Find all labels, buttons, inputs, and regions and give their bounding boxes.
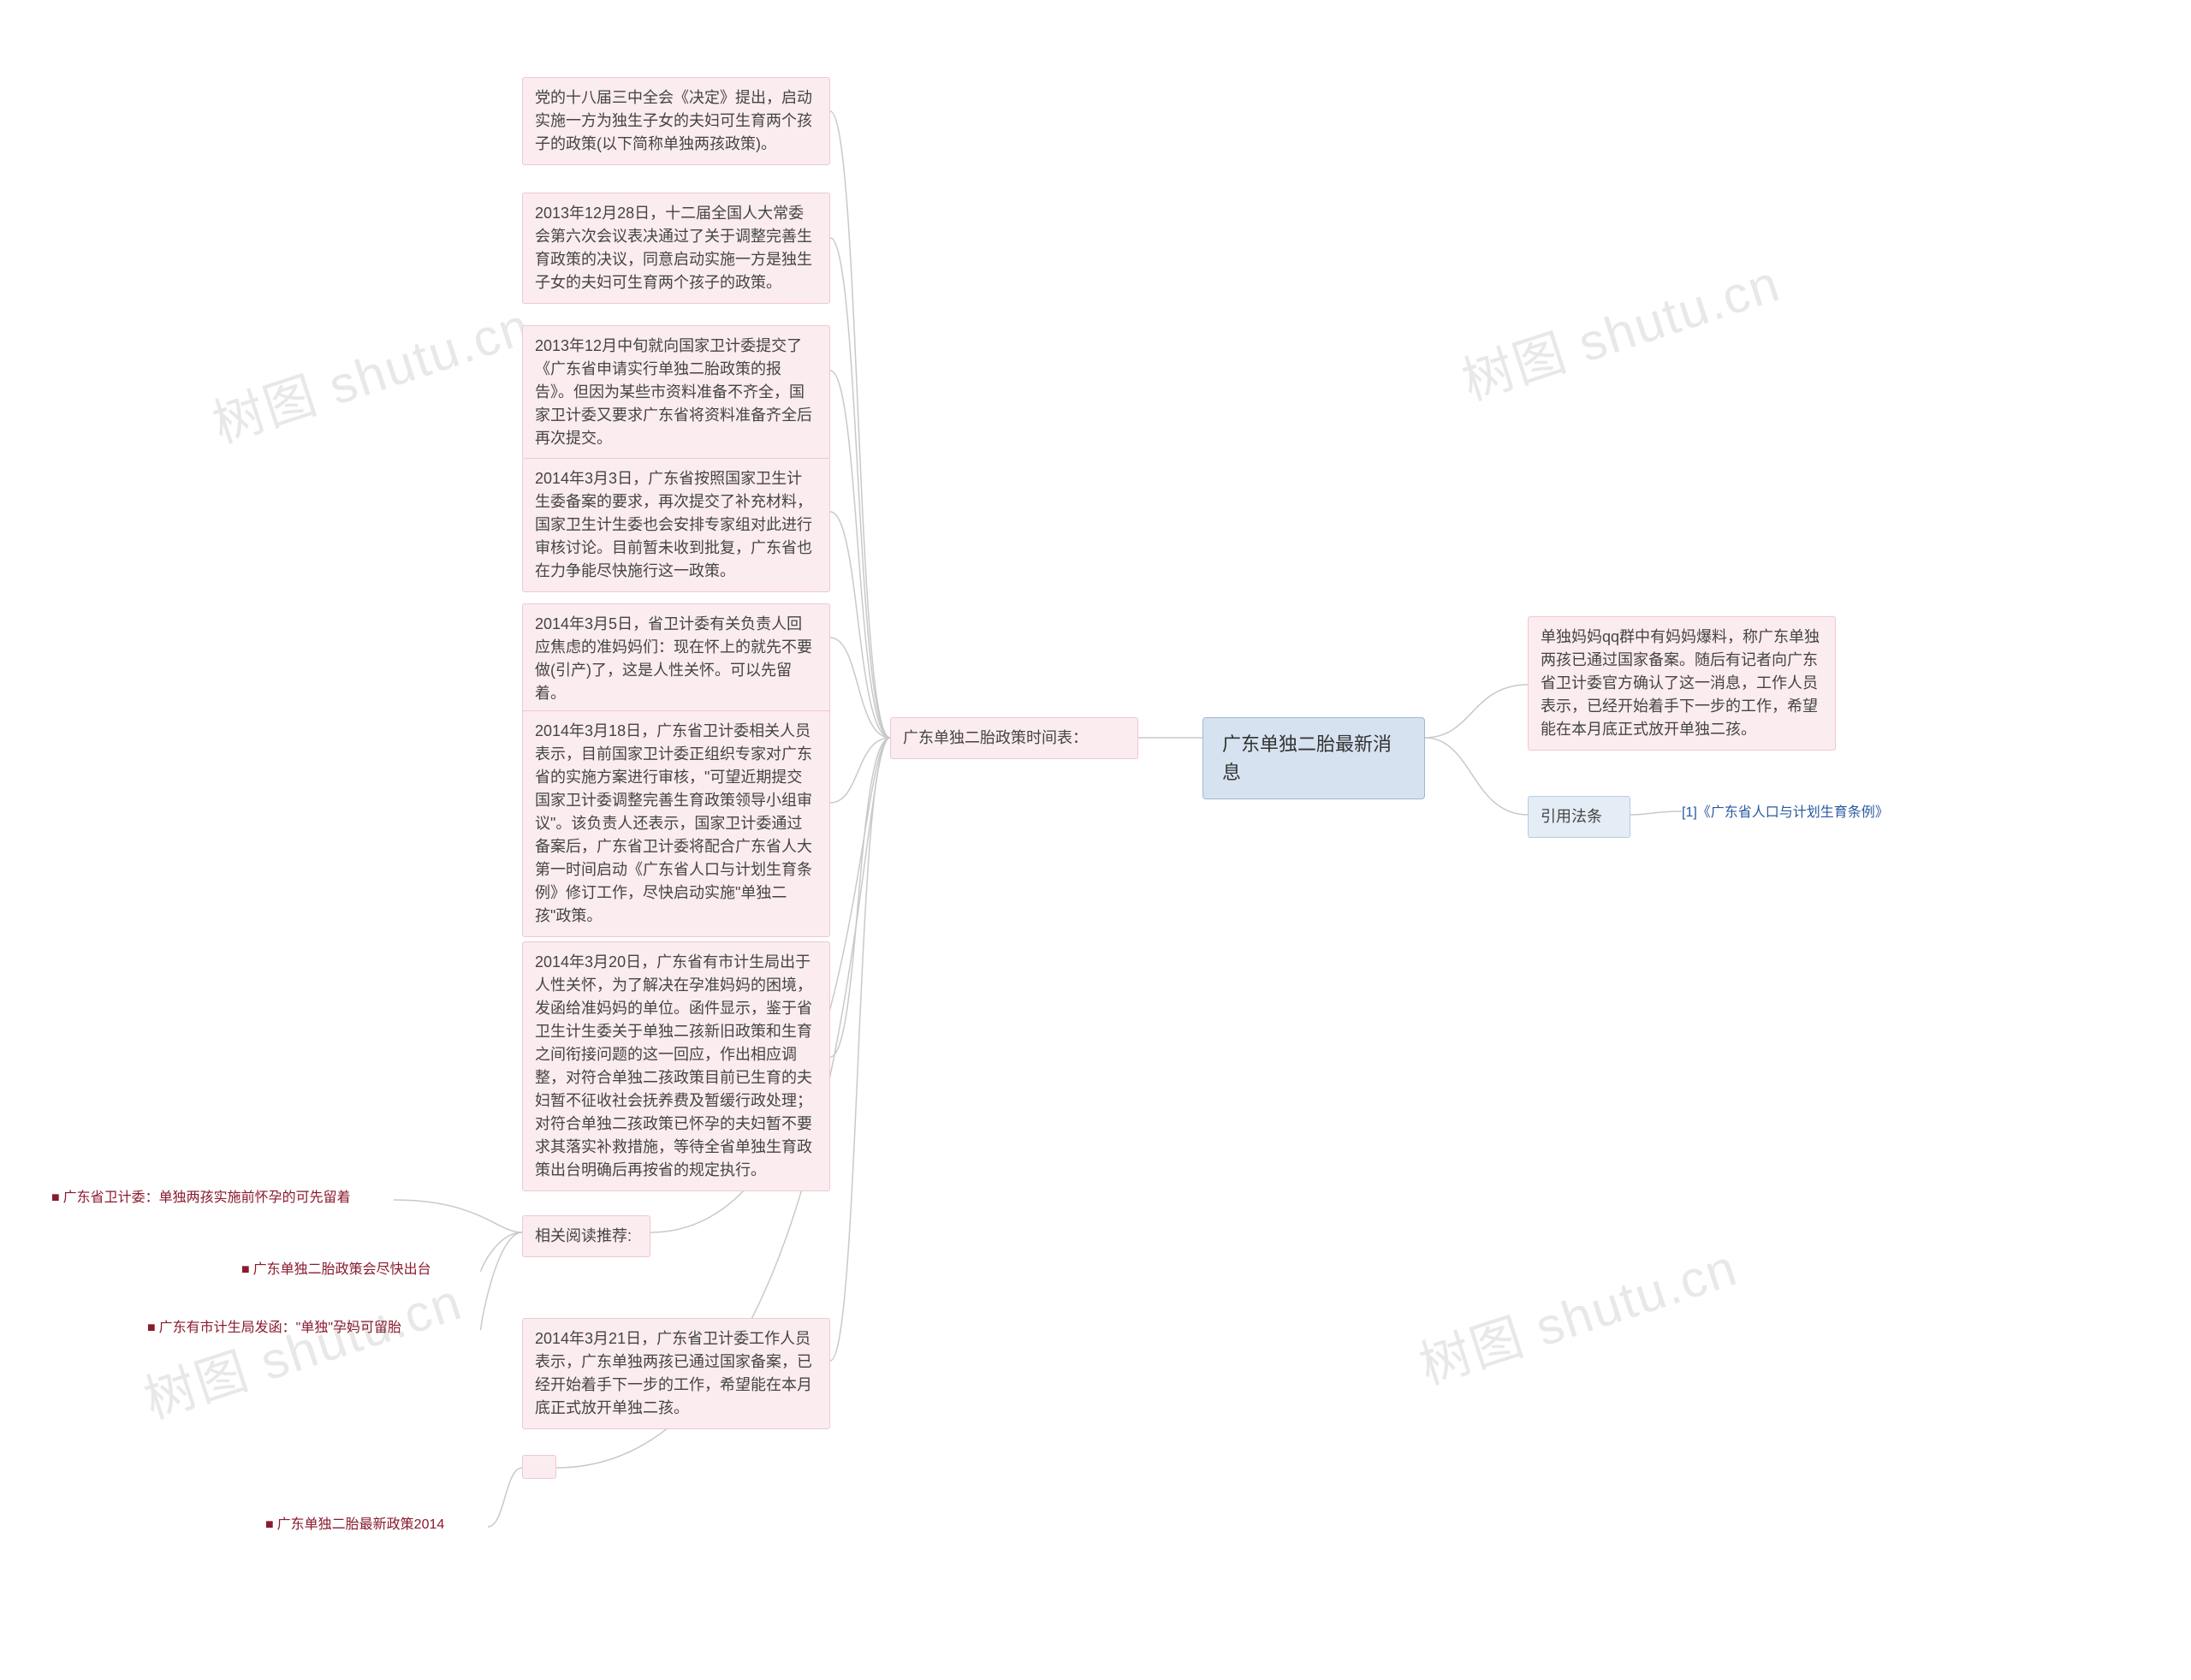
timeline-item[interactable]: 党的十八届三中全会《决定》提出，启动实施一方为独生子女的夫妇可生育两个孩子的政策… (522, 77, 830, 165)
bullet-icon: ■ (241, 1262, 250, 1277)
related-reading-node[interactable]: 相关阅读推荐: (522, 1215, 650, 1257)
timeline-item[interactable]: 2014年3月20日，广东省有市计生局出于人性关怀，为了解决在孕准妈妈的困境，发… (522, 941, 830, 1191)
timeline-empty-node[interactable] (522, 1455, 556, 1479)
timeline-item[interactable]: 2014年3月5日，省卫计委有关负责人回应焦虑的准妈妈们：现在怀上的就先不要做(… (522, 603, 830, 715)
timeline-item[interactable]: 2013年12月中旬就向国家卫计委提交了《广东省申请实行单独二胎政策的报告》。但… (522, 325, 830, 460)
timeline-item[interactable]: 2014年3月18日，广东省卫计委相关人员表示，目前国家卫计委正组织专家对广东省… (522, 710, 830, 937)
related-link[interactable]: ■广东有市计生局发函："单独"孕妈可留胎 (147, 1318, 481, 1339)
timeline-item[interactable]: 2014年3月21日，广东省卫计委工作人员表示，广东单独两孩已通过国家备案，已经… (522, 1318, 830, 1429)
timeline-heading-node[interactable]: 广东单独二胎政策时间表： (890, 717, 1138, 759)
connector-layer (0, 0, 2191, 1680)
citation-heading-node[interactable]: 引用法条 (1528, 796, 1630, 838)
bullet-icon: ■ (147, 1321, 156, 1335)
related-link[interactable]: ■广东单独二胎最新政策2014 (265, 1515, 488, 1535)
mindmap-root[interactable]: 广东单独二胎最新消息 (1202, 717, 1425, 799)
right-summary-node[interactable]: 单独妈妈qq群中有妈妈爆料，称广东单独两孩已通过国家备案。随后有记者向广东省卫计… (1528, 616, 1836, 751)
timeline-item[interactable]: 2014年3月3日，广东省按照国家卫生计生委备案的要求，再次提交了补充材料，国家… (522, 458, 830, 592)
watermark: 树图 shutu.cn (1409, 1226, 1746, 1399)
timeline-item[interactable]: 2013年12月28日，十二届全国人大常委会第六次会议表决通过了关于调整完善生育… (522, 193, 830, 304)
bullet-icon: ■ (51, 1190, 60, 1205)
related-link[interactable]: ■广东单独二胎政策会尽快出台 (241, 1260, 481, 1280)
citation-item[interactable]: [1]《广东省人口与计划生育条例》 (1682, 803, 1956, 823)
related-link[interactable]: ■广东省卫计委：单独两孩实施前怀孕的可先留着 (51, 1188, 394, 1208)
watermark: 树图 shutu.cn (134, 1261, 471, 1434)
watermark: 树图 shutu.cn (202, 285, 539, 458)
watermark: 树图 shutu.cn (1452, 242, 1789, 415)
bullet-icon: ■ (265, 1517, 274, 1532)
